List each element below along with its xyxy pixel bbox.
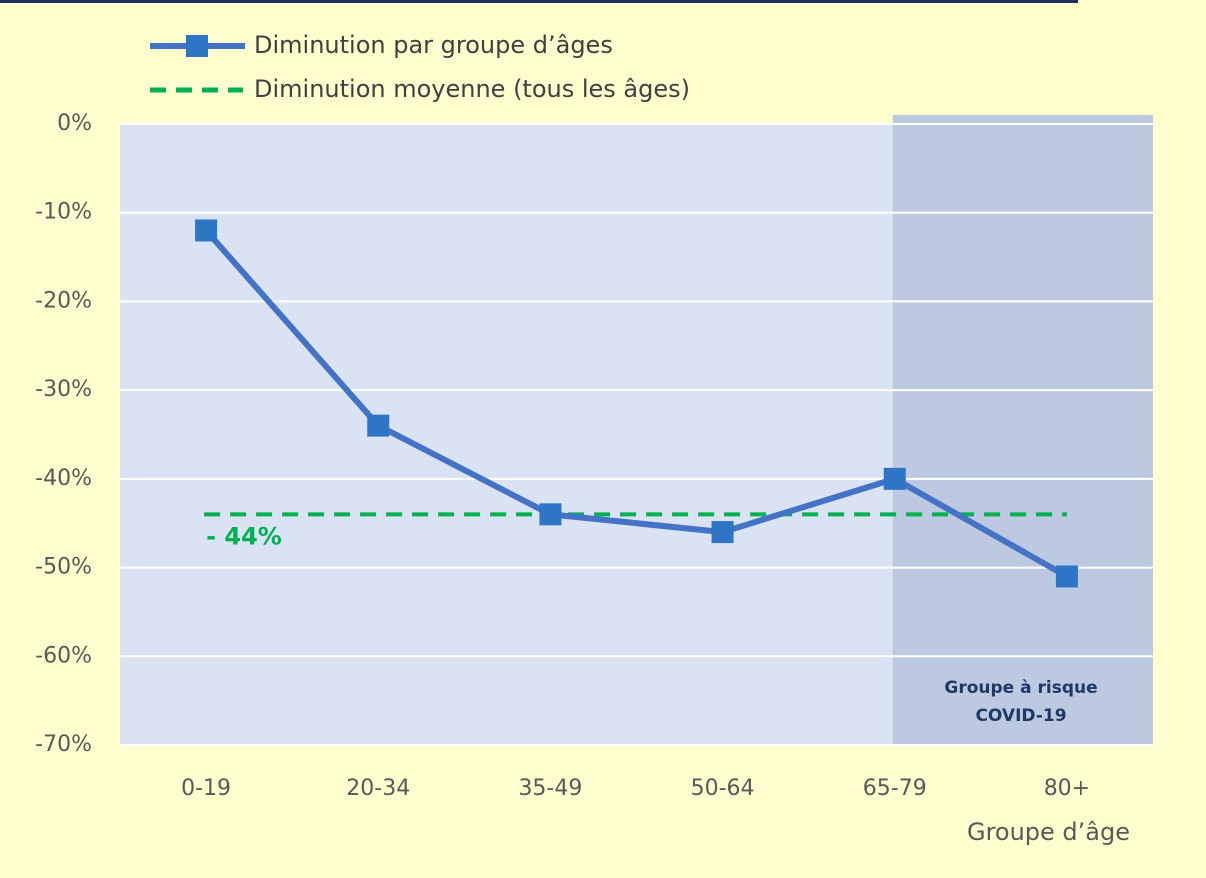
x-tick-label: 50-64 — [691, 776, 755, 801]
marker — [883, 467, 906, 490]
marker — [1055, 565, 1078, 588]
y-tick-label: -60% — [35, 643, 92, 668]
y-tick-label: -40% — [35, 466, 92, 491]
marker — [711, 521, 734, 544]
x-tick-label: 20-34 — [346, 776, 410, 801]
legend-label: Diminution moyenne (tous les âges) — [254, 75, 690, 103]
top-rule — [0, 0, 1078, 3]
y-tick-label: -20% — [35, 288, 92, 313]
marker — [367, 414, 390, 437]
marker — [195, 219, 218, 242]
legend-marker — [186, 35, 208, 57]
annotation: COVID-19 — [975, 706, 1066, 726]
y-tick-label: -70% — [35, 732, 92, 757]
y-tick-label: -50% — [35, 555, 92, 580]
y-tick-label: -10% — [35, 200, 92, 225]
annotation: Groupe à risque — [944, 678, 1097, 698]
average-label: - 44% — [206, 522, 282, 550]
series-line — [203, 228, 1069, 580]
x-axis-label: Groupe d’âge — [967, 818, 1130, 846]
risk-zone — [892, 115, 1153, 745]
legend-label: Diminution par groupe d’âges — [254, 31, 613, 59]
x-tick-label: 65-79 — [863, 776, 927, 801]
marker — [539, 503, 562, 526]
x-tick-label: 0-19 — [181, 776, 231, 801]
y-tick-label: -30% — [35, 377, 92, 402]
x-tick-label: 35-49 — [518, 776, 582, 801]
y-tick-label: 0% — [57, 111, 92, 136]
x-tick-label: 80+ — [1044, 776, 1090, 801]
